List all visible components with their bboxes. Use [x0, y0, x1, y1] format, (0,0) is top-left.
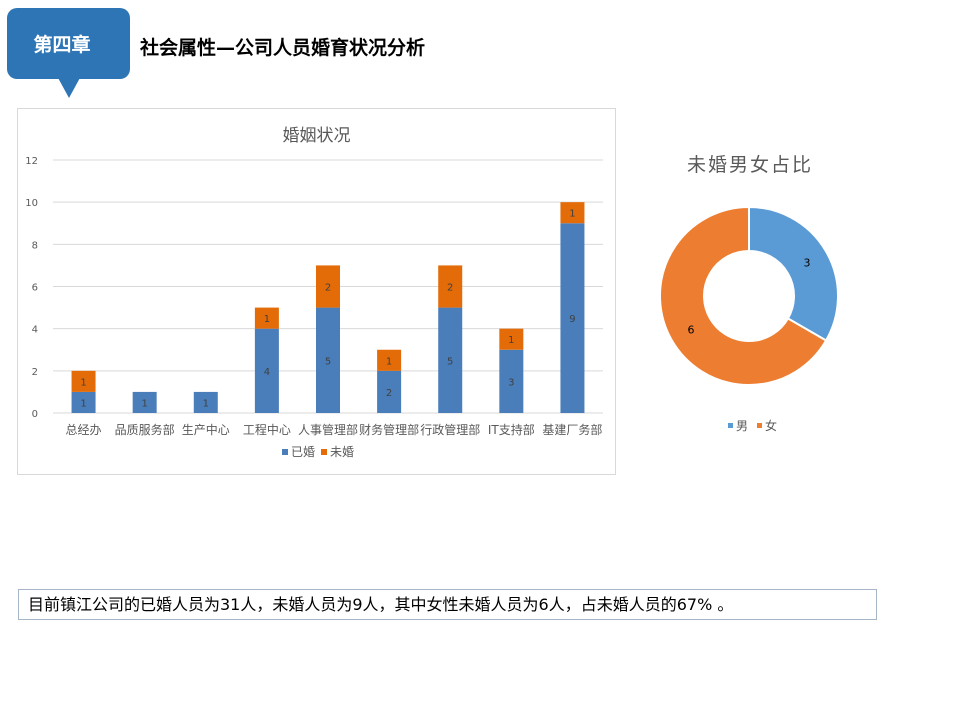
- bar-value-label: 2: [325, 283, 331, 294]
- bar-value-label: 4: [264, 367, 270, 378]
- x-category-label: 基建厂务部: [542, 422, 602, 437]
- bar-value-label: 5: [325, 356, 331, 367]
- bar-segment: [377, 370, 402, 413]
- bar-segment: [254, 307, 279, 329]
- legend-swatch: [321, 449, 327, 455]
- bar-value-label: 1: [80, 377, 86, 388]
- page-title: 社会属性—公司人员婚育状况分析: [140, 37, 426, 59]
- bar-segment: [438, 265, 463, 308]
- bar-value-label: 2: [447, 283, 453, 294]
- legend-swatch: [728, 423, 733, 428]
- donut-chart-title: 未婚男女占比: [686, 154, 813, 176]
- bar-segment: [438, 307, 463, 413]
- bar-chart-title: 婚姻状况: [282, 126, 351, 146]
- bar-segment: [560, 202, 585, 224]
- bar-segment: [316, 265, 340, 308]
- bar-chart-plot: 02468101211总经办1品质服务部1生产中心41工程中心52人事管理部21…: [25, 156, 603, 459]
- bar-value-label: 1: [508, 335, 514, 346]
- x-category-label: 财务管理部: [359, 422, 419, 437]
- bar-segment: [254, 328, 279, 413]
- legend-label: 已婚: [291, 445, 315, 459]
- donut-slice: [659, 205, 828, 386]
- legend-swatch: [757, 423, 762, 428]
- bar-value-label: 1: [569, 209, 575, 220]
- chapter-badge: 第四章: [7, 8, 130, 98]
- bar-segment: [560, 223, 585, 413]
- bar-value-label: 3: [508, 377, 514, 388]
- bar-segment: [499, 328, 524, 350]
- summary-text-box: 目前镇江公司的已婚人员为31人，未婚人员为9人，其中女性未婚人员为6人，占未婚人…: [18, 589, 877, 620]
- bar-value-label: 1: [386, 356, 392, 367]
- bar-segment: [499, 349, 524, 413]
- badge-pointer: [57, 76, 81, 98]
- bar-segment: [316, 307, 340, 413]
- legend-label: 男: [736, 419, 748, 433]
- donut-value-label: 3: [804, 257, 811, 270]
- legend-label: 女: [765, 418, 777, 433]
- donut-slice: [748, 205, 839, 342]
- x-category-label: 工程中心: [243, 422, 291, 437]
- donut-value-label: 6: [687, 324, 694, 337]
- bar-value-label: 9: [569, 314, 575, 325]
- x-category-label: 生产中心: [182, 422, 230, 437]
- chapter-label: 第四章: [33, 34, 91, 56]
- y-tick-label: 12: [25, 156, 38, 167]
- unmarried-gender-donut-chart: 未婚男女占比 3 6 男 女: [640, 140, 860, 440]
- marital-status-bar-chart: 婚姻状况 0 2 4 6 8 10 12 1 1 总经办 1 品质服务部 1 生产中心 4 1 工程中心 5 2 人事…: [17, 108, 616, 475]
- bar-segment: [377, 349, 402, 371]
- bar-value-label: 1: [264, 314, 270, 325]
- x-category-label: IT支持部: [488, 422, 535, 437]
- bar-segment: [193, 391, 218, 413]
- donut-chart-plot: 3 6 男 女: [659, 205, 839, 433]
- y-tick-label: 2: [32, 367, 38, 378]
- legend-label: 未婚: [330, 445, 354, 459]
- y-tick-label: 10: [25, 198, 38, 209]
- bar-value-label: 2: [386, 388, 392, 399]
- y-tick-label: 8: [32, 240, 38, 251]
- bar-value-label: 1: [203, 398, 209, 409]
- bar-segment: [71, 391, 96, 413]
- y-tick-label: 0: [32, 409, 38, 420]
- y-tick-label: 6: [32, 283, 38, 294]
- bar-value-label: 1: [141, 398, 147, 409]
- y-tick-label: 4: [32, 325, 38, 336]
- bar-value-label: 5: [447, 356, 453, 367]
- x-category-label: 人事管理部: [298, 422, 358, 437]
- legend-swatch: [282, 449, 288, 455]
- bar-segment: [71, 370, 96, 392]
- bar-segment: [132, 391, 157, 413]
- bar-value-label: 1: [80, 398, 86, 409]
- x-category-label: 行政管理部: [420, 422, 480, 437]
- x-category-label: 总经办: [66, 422, 102, 437]
- x-category-label: 品质服务部: [115, 422, 175, 437]
